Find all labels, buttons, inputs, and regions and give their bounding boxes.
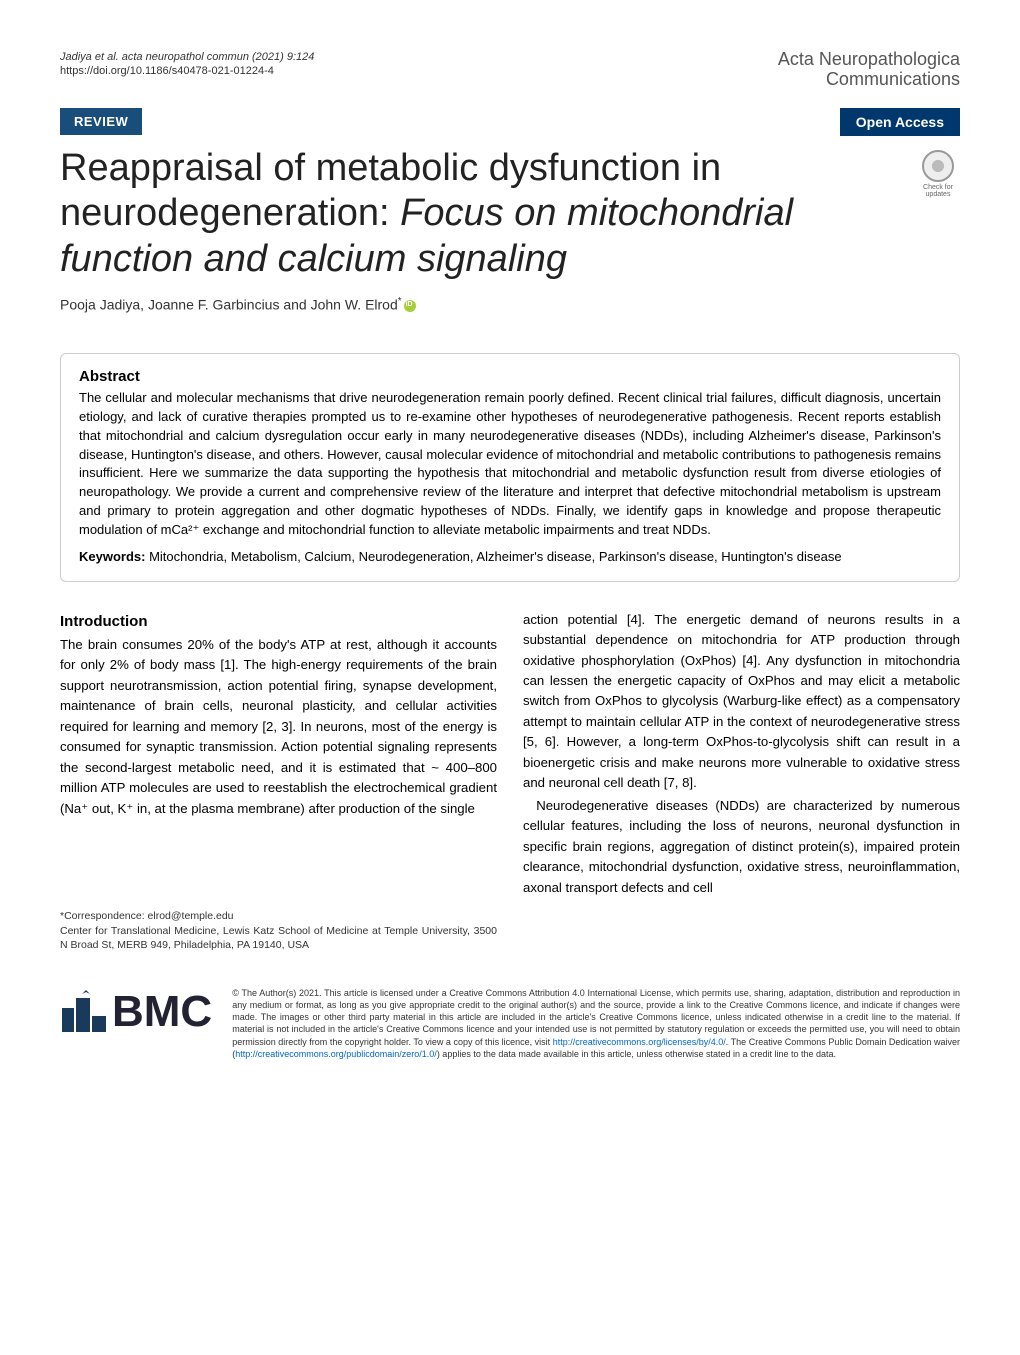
footer: BMC © The Author(s) 2021. This article i… — [60, 977, 960, 1060]
journal-brand: Acta Neuropathologica Communications — [778, 50, 960, 90]
column-right: action potential [4]. The energetic dema… — [523, 610, 960, 953]
abstract-heading: Abstract — [79, 368, 941, 385]
bmc-text: BMC — [112, 987, 212, 1037]
doi: https://doi.org/10.1186/s40478-021-01224… — [60, 65, 314, 77]
intro-col2-p1: action potential [4]. The energetic dema… — [523, 610, 960, 794]
header-row: Jadiya et al. acta neuropathol commun (2… — [60, 50, 960, 90]
correspondence-address: Center for Translational Medicine, Lewis… — [60, 924, 497, 953]
correspondence: *Correspondence: elrod@temple.edu Center… — [60, 909, 497, 953]
article-type-badge: REVIEW — [60, 108, 142, 135]
journal-line2: Communications — [778, 70, 960, 90]
abstract-text: The cellular and molecular mechanisms th… — [79, 389, 941, 540]
intro-heading: Introduction — [60, 610, 497, 633]
license-link2[interactable]: http://creativecommons.org/publicdomain/… — [235, 1049, 437, 1059]
authors: Pooja Jadiya, Joanne F. Garbincius and J… — [60, 296, 960, 313]
content-columns: Introduction The brain consumes 20% of t… — [60, 610, 960, 953]
bmc-icon — [60, 988, 108, 1036]
article-title: Reappraisal of metabolic dysfunction in … — [60, 146, 906, 283]
intro-col2-p2: Neurodegenerative diseases (NDDs) are ch… — [523, 796, 960, 898]
abstract-box: Abstract The cellular and molecular mech… — [60, 353, 960, 582]
citation-block: Jadiya et al. acta neuropathol commun (2… — [60, 50, 314, 77]
check-updates-label: Check for updates — [916, 184, 960, 198]
keywords-text: Mitochondria, Metabolism, Calcium, Neuro… — [149, 549, 841, 564]
open-access-badge: Open Access — [840, 108, 960, 136]
check-updates-icon — [922, 150, 954, 182]
title-row: Reappraisal of metabolic dysfunction in … — [60, 142, 960, 283]
authors-text: Pooja Jadiya, Joanne F. Garbincius and J… — [60, 297, 398, 313]
license-link1[interactable]: http://creativecommons.org/licenses/by/4… — [553, 1037, 726, 1047]
keywords-label: Keywords: — [79, 549, 145, 564]
journal-line1: Acta Neuropathologica — [778, 50, 960, 70]
citation: Jadiya et al. acta neuropathol commun (2… — [60, 50, 314, 65]
bmc-logo: BMC — [60, 987, 212, 1037]
license-post: ) applies to the data made available in … — [437, 1049, 836, 1059]
check-updates-widget[interactable]: Check for updates — [916, 150, 960, 198]
orcid-icon[interactable] — [404, 300, 416, 312]
column-left: Introduction The brain consumes 20% of t… — [60, 610, 497, 953]
correspondence-email: *Correspondence: elrod@temple.edu — [60, 909, 497, 924]
license-text: © The Author(s) 2021. This article is li… — [232, 987, 960, 1060]
intro-col1-p1: The brain consumes 20% of the body's ATP… — [60, 635, 497, 819]
keywords: Keywords: Mitochondria, Metabolism, Calc… — [79, 548, 941, 567]
article-type-row: REVIEW Open Access — [60, 108, 960, 136]
